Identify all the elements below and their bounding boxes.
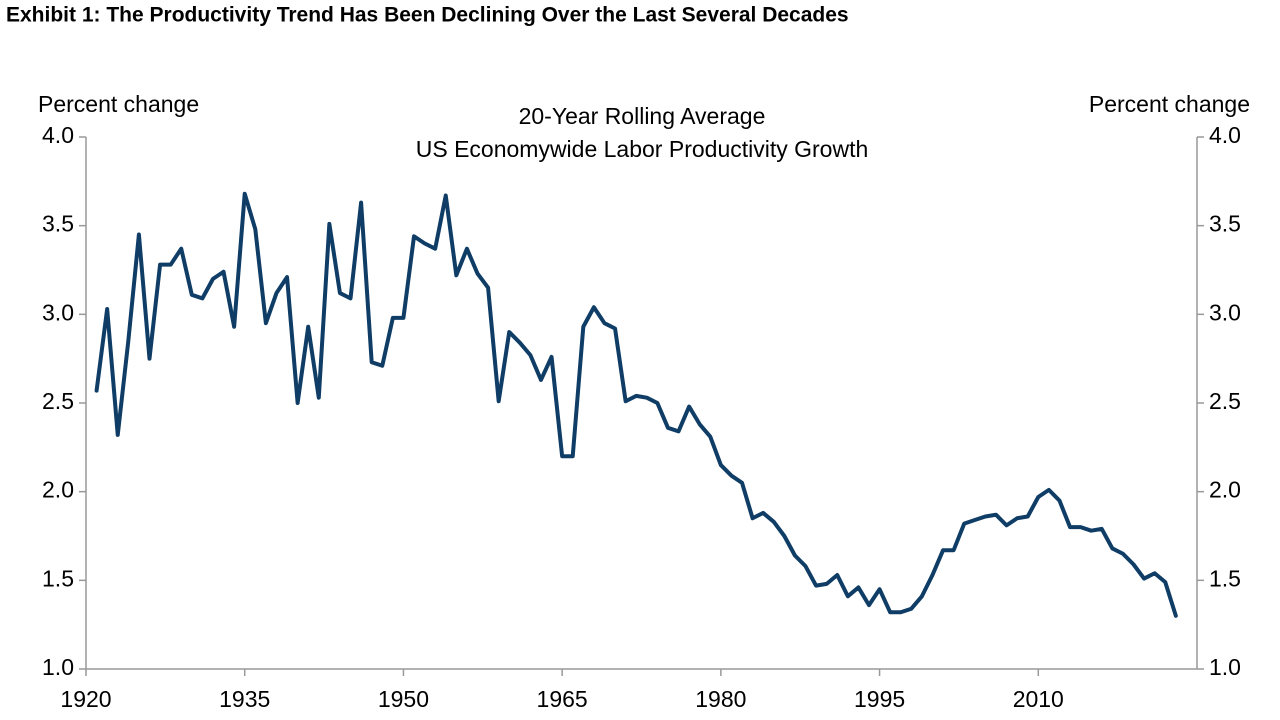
y-tick-label: 4.0 — [42, 122, 74, 148]
x-tick-label: 1950 — [378, 686, 429, 712]
y2-tick-label: 3.0 — [1209, 299, 1241, 325]
y-tick-label: 1.5 — [42, 565, 74, 591]
y-tick-label: 2.5 — [42, 388, 74, 414]
y2-axis-title: Percent change — [1089, 91, 1250, 117]
y-tick-label: 2.0 — [42, 477, 74, 503]
y-tick-label: 3.5 — [42, 211, 74, 237]
x-tick-label: 1995 — [854, 686, 905, 712]
y2-tick-label: 2.0 — [1209, 477, 1241, 503]
y2-tick-label: 3.5 — [1209, 211, 1241, 237]
y2-tick-label: 4.0 — [1209, 122, 1241, 148]
x-tick-label: 1980 — [695, 686, 746, 712]
subtitle: US Economywide Labor Productivity Growth — [416, 136, 869, 162]
y-tick-label: 1.0 — [42, 654, 74, 680]
series-line — [94, 191, 1178, 618]
y2-tick-label: 2.5 — [1209, 388, 1241, 414]
y-axis-title: Percent change — [38, 91, 199, 117]
chart-title: Exhibit 1: The Productivity Trend Has Be… — [6, 4, 849, 27]
y2-tick-label: 1.5 — [1209, 565, 1241, 591]
x-tick-label: 1920 — [60, 686, 111, 712]
y-tick-label: 3.0 — [42, 299, 74, 325]
subtitle: 20-Year Rolling Average — [519, 103, 766, 129]
x-tick-label: 2010 — [1013, 686, 1064, 712]
y2-tick-label: 1.0 — [1209, 654, 1241, 680]
x-tick-label: 1935 — [219, 686, 270, 712]
x-tick-label: 1965 — [537, 686, 588, 712]
